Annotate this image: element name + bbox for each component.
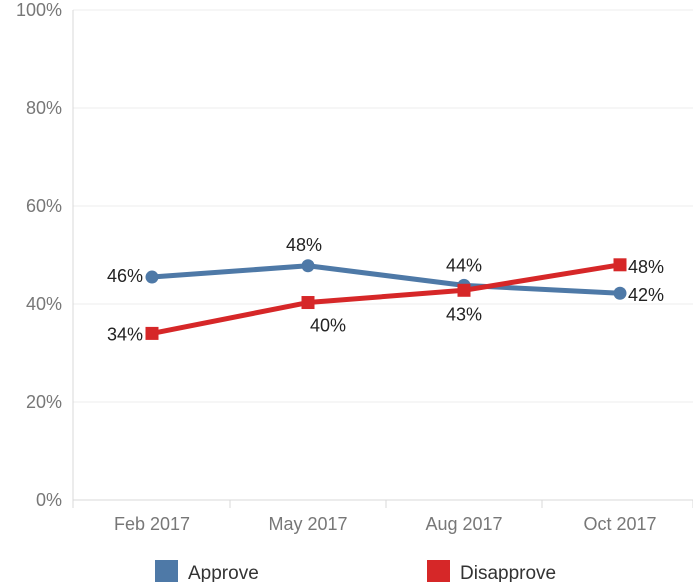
data-label-approve: 42% xyxy=(628,285,664,305)
data-label-disapprove: 48% xyxy=(628,257,664,277)
y-tick-label: 20% xyxy=(26,392,62,412)
x-tick-label: Aug 2017 xyxy=(425,514,502,534)
series xyxy=(145,258,627,340)
data-label-disapprove: 43% xyxy=(446,304,482,324)
data-label-approve: 48% xyxy=(286,235,322,255)
series-line-disapprove xyxy=(149,262,623,336)
data-label-approve: 44% xyxy=(446,255,482,275)
data-point-disapprove xyxy=(613,258,627,272)
data-point-disapprove xyxy=(301,296,315,310)
x-tick-label: May 2017 xyxy=(268,514,347,534)
legend-label-approve: Approve xyxy=(188,563,259,582)
y-tick-label: 80% xyxy=(26,98,62,118)
data-labels: 46% 48% 44% 42% 34% 40% 43% 48% xyxy=(107,235,664,345)
data-point-disapprove xyxy=(145,326,159,340)
x-tick-label: Feb 2017 xyxy=(114,514,190,534)
data-label-disapprove: 40% xyxy=(310,316,346,336)
y-tick-label: 60% xyxy=(26,196,62,216)
axes: 0% 20% 40% 60% 80% 100% Feb 2017 May 2017 Aug 20… xyxy=(16,0,693,534)
data-point-approve xyxy=(613,286,627,300)
data-label-disapprove: 34% xyxy=(107,324,143,344)
data-point-disapprove xyxy=(457,283,471,297)
legend-label-disapprove: Disapprove xyxy=(460,563,556,582)
series-line-approve xyxy=(149,263,623,296)
legend-swatch-approve xyxy=(155,560,178,582)
y-tick-label: 0% xyxy=(36,490,62,510)
y-tick-label: 100% xyxy=(16,0,62,20)
legend: Approve Disapprove xyxy=(155,560,556,582)
y-tick-label: 40% xyxy=(26,294,62,314)
data-label-approve: 46% xyxy=(107,266,143,286)
data-point-approve xyxy=(301,259,315,273)
data-point-approve xyxy=(145,270,159,284)
gridlines xyxy=(73,9,693,403)
x-tick-label: Oct 2017 xyxy=(583,514,656,534)
legend-swatch-disapprove xyxy=(427,560,450,582)
